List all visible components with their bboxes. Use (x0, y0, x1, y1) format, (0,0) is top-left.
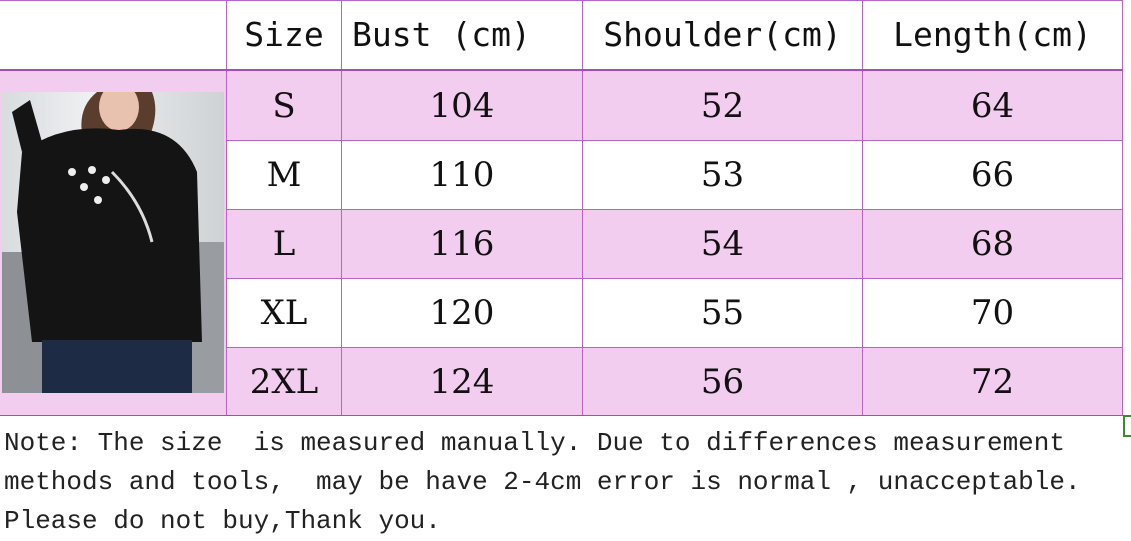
cell-size: XL (226, 278, 341, 347)
header-size: Size (226, 0, 341, 69)
table-row: 2XL 124 56 72 (226, 347, 1123, 416)
cell-bust: 104 (341, 71, 582, 140)
cell-bust: 124 (341, 347, 582, 416)
cell-shoulder: 53 (582, 140, 862, 209)
cell-size: 2XL (226, 347, 341, 416)
table-row: M 110 53 66 (226, 140, 1123, 209)
cell-shoulder: 52 (582, 71, 862, 140)
cell-shoulder: 54 (582, 209, 862, 278)
cell-shoulder: 55 (582, 278, 862, 347)
cell-size: M (226, 140, 341, 209)
cell-length: 70 (862, 278, 1123, 347)
cell-length: 72 (862, 347, 1123, 416)
header-row: Size Bust (cm) Shoulder(cm) Length(cm) (0, 0, 1123, 69)
header-shoulder: Shoulder(cm) (582, 0, 862, 69)
cell-selection-marker (1123, 415, 1131, 437)
cell-length: 68 (862, 209, 1123, 278)
product-photo (2, 92, 224, 393)
cell-length: 64 (862, 71, 1123, 140)
note-line: methods and tools, may be have 2-4cm err… (4, 467, 1081, 497)
cell-length: 66 (862, 140, 1123, 209)
header-length: Length(cm) (862, 0, 1123, 69)
cell-bust: 110 (341, 140, 582, 209)
table-row: S 104 52 64 (226, 71, 1123, 140)
cell-bust: 120 (341, 278, 582, 347)
cell-size: S (226, 71, 341, 140)
note-line: Note: The size is measured manually. Due… (4, 428, 1065, 458)
table-row: L 116 54 68 (226, 209, 1123, 278)
cell-size: L (226, 209, 341, 278)
table-row: XL 120 55 70 (226, 278, 1123, 347)
size-note: Note: The size is measured manually. Due… (4, 424, 1081, 541)
note-line: Please do not buy,Thank you. (4, 506, 441, 536)
cell-shoulder: 56 (582, 347, 862, 416)
header-bust: Bust (cm) (341, 0, 582, 69)
cell-bust: 116 (341, 209, 582, 278)
